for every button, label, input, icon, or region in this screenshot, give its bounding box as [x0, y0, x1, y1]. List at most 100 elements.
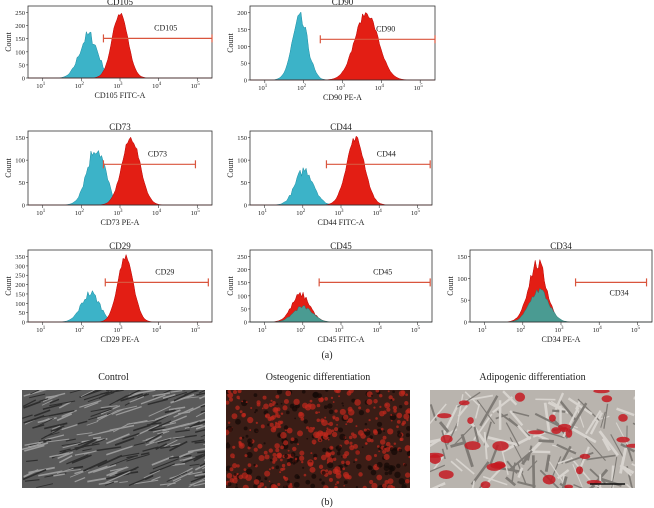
- y-tick-label: 0: [22, 203, 25, 210]
- stain: [341, 402, 344, 405]
- cell: [37, 442, 48, 448]
- cell: [146, 422, 162, 426]
- stain: [334, 416, 340, 422]
- stain: [341, 460, 345, 465]
- stain: [406, 450, 410, 457]
- cell: [109, 424, 135, 431]
- cell: [450, 460, 463, 472]
- cell: [538, 439, 554, 443]
- cell: [544, 454, 551, 472]
- cell: [35, 417, 54, 428]
- cell: [572, 464, 584, 488]
- stain: [334, 409, 338, 413]
- stain: [358, 406, 362, 410]
- stain: [379, 394, 383, 398]
- stain: [337, 449, 341, 452]
- stain: [368, 419, 371, 422]
- cell: [173, 390, 199, 402]
- cell: [194, 441, 205, 444]
- cell: [169, 440, 188, 452]
- cell: [169, 415, 188, 424]
- x-tick-base: 10: [411, 327, 418, 334]
- x-tick-exponent: 3: [120, 82, 123, 87]
- stain: [310, 483, 316, 488]
- lipid: [616, 436, 630, 443]
- cell: [557, 468, 570, 480]
- stain: [271, 466, 275, 470]
- y-axis-label: Count: [226, 32, 235, 52]
- cell: [567, 397, 593, 416]
- y-tick-label: 200: [237, 267, 247, 274]
- stain: [321, 481, 325, 485]
- x-tick-exponent: 1: [43, 209, 46, 214]
- lipid: [486, 463, 503, 471]
- cell: [512, 411, 530, 417]
- cell: [611, 456, 618, 488]
- stain: [385, 441, 391, 447]
- cell: [543, 402, 551, 434]
- x-tick-label: 103: [336, 84, 346, 92]
- cell: [456, 394, 464, 427]
- cell: [473, 426, 480, 443]
- cell: [166, 471, 188, 483]
- stain: [355, 486, 359, 488]
- cell: [491, 396, 514, 414]
- cell: [92, 464, 117, 473]
- x-tick-base: 10: [36, 83, 43, 90]
- lipid: [430, 452, 444, 458]
- stain: [292, 446, 297, 452]
- lipid: [558, 423, 572, 430]
- lipid: [492, 441, 509, 451]
- stain: [390, 419, 393, 422]
- x-axis-label: CD29 PE-A: [101, 335, 140, 344]
- cell: [198, 396, 205, 399]
- stain: [316, 418, 321, 423]
- y-tick-label: 100: [237, 293, 247, 300]
- stain: [324, 416, 327, 419]
- stain: [280, 467, 284, 472]
- cell: [536, 428, 565, 439]
- y-tick-label: 300: [15, 263, 25, 270]
- cell: [157, 438, 170, 444]
- stain: [393, 409, 397, 413]
- cell: [24, 479, 40, 482]
- plot-frame: [249, 5, 436, 81]
- lipid: [542, 474, 556, 485]
- stain: [296, 475, 300, 479]
- cell: [44, 422, 68, 430]
- cell: [116, 452, 140, 458]
- stain: [227, 421, 231, 424]
- stain: [369, 479, 374, 485]
- cell: [152, 392, 171, 397]
- stain: [257, 485, 262, 488]
- cell: [175, 434, 197, 440]
- stain: [331, 429, 335, 433]
- cell: [161, 422, 177, 427]
- cell: [31, 442, 42, 448]
- cell: [65, 438, 76, 442]
- x-tick-base: 10: [36, 327, 43, 334]
- stain: [335, 472, 342, 479]
- lipid: [464, 441, 481, 451]
- cell: [74, 443, 100, 449]
- y-tick-label: 150: [15, 291, 25, 298]
- stain: [253, 463, 256, 467]
- cell: [170, 462, 186, 467]
- stain: [343, 484, 345, 487]
- cell: [479, 395, 499, 427]
- stain: [345, 423, 348, 426]
- cell: [49, 452, 70, 458]
- y-axis-label: Count: [446, 275, 455, 295]
- cell: [202, 453, 205, 456]
- micrograph: [226, 390, 410, 488]
- cell: [74, 476, 86, 483]
- cell: [115, 468, 137, 476]
- x-tick-base: 10: [152, 327, 159, 334]
- y-tick-label: 250: [15, 10, 25, 17]
- stain: [310, 452, 313, 455]
- stain: [370, 394, 374, 397]
- cell: [517, 463, 527, 484]
- stain: [347, 475, 352, 480]
- stain: [279, 458, 283, 462]
- cell: [202, 466, 205, 470]
